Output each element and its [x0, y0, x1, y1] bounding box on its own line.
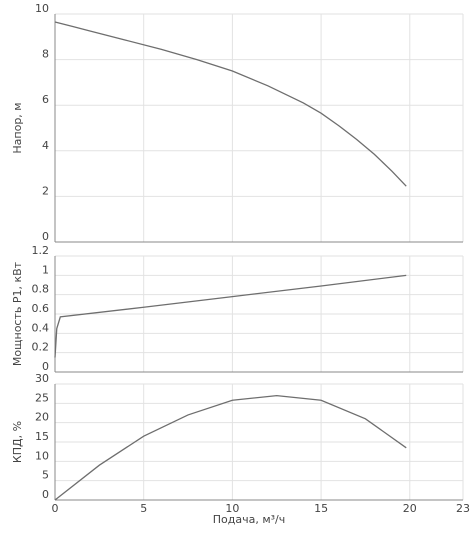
x-tick-label: 20	[403, 502, 417, 515]
y-tick-label: 0	[42, 230, 49, 243]
y-tick-label: 0.4	[32, 321, 50, 334]
y-tick-label: 6	[42, 93, 49, 106]
y-tick-label: 20	[35, 411, 49, 424]
curve	[54, 274, 407, 358]
y-tick-label: 10	[35, 2, 49, 15]
y-axis-title: Мощность P1, кВт	[11, 261, 24, 366]
y-tick-label: 25	[35, 391, 49, 404]
x-axis-title: Подача, м³/ч	[213, 513, 286, 526]
curve	[54, 21, 407, 187]
x-tick-label: 15	[314, 502, 328, 515]
y-tick-label: 0.8	[32, 283, 50, 296]
y-axis-title: КПД, %	[11, 421, 24, 463]
x-tick-label: 10	[225, 502, 239, 515]
curve	[54, 394, 407, 501]
y-tick-label: 8	[42, 48, 49, 61]
y-tick-label: 1.2	[32, 244, 50, 257]
y-tick-label: 4	[42, 139, 49, 152]
y-axis-title: Напор, м	[11, 102, 24, 153]
x-tick-label: 0	[52, 502, 59, 515]
x-tick-label: 5	[140, 502, 147, 515]
y-tick-label: 0.2	[32, 341, 50, 354]
y-tick-label: 30	[35, 372, 49, 385]
y-tick-label: 0	[42, 488, 49, 501]
y-tick-label: 5	[42, 469, 49, 482]
y-tick-label: 2	[42, 184, 49, 197]
x-tick-label: 23	[456, 502, 470, 515]
y-tick-label: 0.6	[32, 302, 50, 315]
y-tick-label: 15	[35, 430, 49, 443]
y-tick-label: 10	[35, 449, 49, 462]
y-tick-label: 1	[42, 263, 49, 276]
y-tick-label: 0	[42, 360, 49, 373]
